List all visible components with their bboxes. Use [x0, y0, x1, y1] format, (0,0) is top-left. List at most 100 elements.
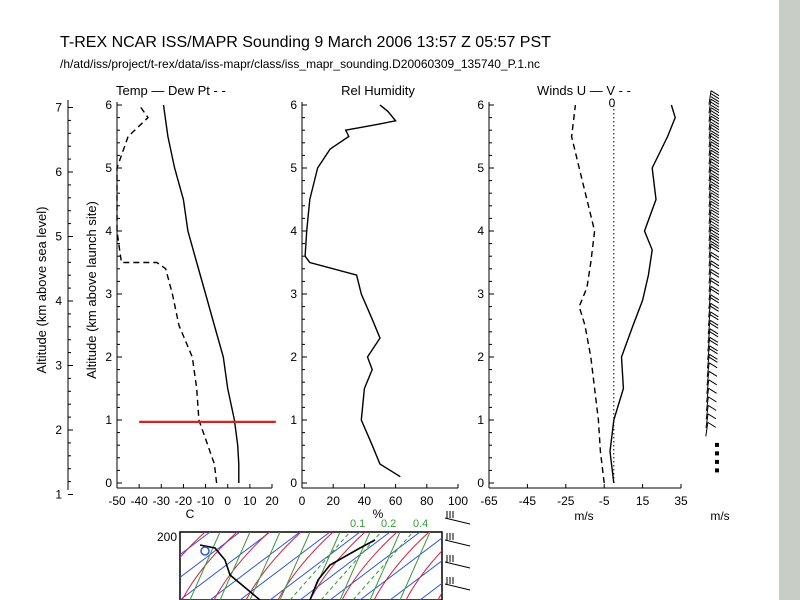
temp-x-tick-label: -50	[108, 494, 126, 508]
barb-flag	[710, 246, 720, 253]
skewt-isotherm	[419, 582, 442, 600]
barb-flag	[710, 268, 720, 275]
temp-x-tick-label: -30	[153, 494, 171, 508]
barb-flag	[710, 237, 720, 244]
barb-flag	[709, 345, 718, 352]
sea-level-tick-label: 6	[55, 165, 62, 179]
barb-flag	[710, 96, 720, 103]
winds-zero-label: 0	[609, 96, 616, 110]
winds-series-u	[609, 104, 676, 484]
barb-flag	[710, 149, 720, 156]
winds-series-v	[570, 104, 605, 484]
barb-flag	[709, 319, 719, 326]
skewt-dry-adiabat	[405, 550, 442, 600]
sea-level-tick-label: 1	[55, 488, 62, 502]
temp-x-unit: C	[186, 507, 195, 521]
barb-flag	[710, 186, 720, 193]
barb-flag	[709, 328, 719, 335]
rh-y-tick-label: 6	[290, 98, 297, 112]
barb-staff	[707, 328, 711, 343]
barb-flag	[710, 305, 719, 312]
rh-x-tick-label: 40	[358, 494, 372, 508]
rh-y-tick-label: 3	[290, 287, 297, 301]
barb-flag	[709, 353, 718, 360]
skewt-pressure-label: 200	[157, 530, 177, 544]
winds-x-tick-label: -45	[519, 494, 537, 508]
barb-staff	[708, 252, 712, 267]
barb-flag	[710, 147, 720, 154]
barbs-unit: m/s	[710, 509, 729, 523]
barb-flag	[710, 189, 720, 196]
barb-flag	[710, 98, 720, 105]
barb-flag	[710, 294, 720, 301]
barb-staff	[707, 320, 711, 335]
skewt-moist-adiabat	[219, 532, 251, 600]
barb-staff	[707, 311, 711, 326]
barb-staff	[706, 354, 710, 369]
rh-y-tick-label: 4	[290, 224, 297, 238]
barb-flag	[710, 234, 720, 241]
barb-flag	[710, 311, 719, 318]
barb-flag	[710, 144, 720, 151]
barb-staff	[708, 218, 712, 233]
sea-level-tick-label: 3	[55, 359, 62, 373]
barb-flag	[710, 251, 720, 258]
barb-staff	[705, 422, 709, 437]
skewt-barb	[444, 561, 471, 569]
barb-staff	[708, 243, 712, 258]
sea-level-tick-label: 4	[55, 294, 62, 308]
rh-y-tick-label: 0	[290, 476, 297, 490]
barb-flag	[710, 302, 719, 309]
barb-staff	[708, 175, 712, 190]
barb-flag	[710, 181, 720, 188]
barb-flag	[710, 175, 720, 182]
barb-flag	[710, 169, 720, 176]
barb-flag	[710, 110, 720, 117]
temp-x-tick-label: 10	[243, 494, 257, 508]
barb-staff	[706, 379, 710, 394]
barb-flag	[710, 141, 720, 148]
barb-flag	[709, 322, 719, 329]
sea-level-tick-label: 2	[55, 423, 62, 437]
calm-barb	[715, 459, 719, 464]
temp-y-tick-label: 4	[105, 224, 112, 238]
barb-flag	[710, 113, 720, 120]
skewt-isotherm	[570, 532, 660, 600]
temp-x-tick-label: 0	[224, 494, 231, 508]
barb-staff	[708, 124, 712, 139]
barb-flag	[710, 130, 720, 137]
barb-flag	[710, 127, 720, 134]
barb-flag	[710, 104, 720, 111]
barb-flag	[708, 379, 718, 386]
chart-title: T-REX NCAR ISS/MAPR Sounding 9 March 200…	[60, 34, 551, 51]
rh-y-tick-label: 2	[290, 350, 297, 364]
barb-flag	[709, 356, 718, 363]
winds-x-tick-label: 35	[674, 494, 688, 508]
temp-y-tick-label: 0	[105, 476, 112, 490]
barb-flag	[710, 166, 720, 173]
skewt-inset: 200 0.1 0.2 0.4	[157, 511, 660, 600]
barb-flag	[710, 107, 720, 114]
winds-x-tick-label: 15	[636, 494, 650, 508]
barb-flag	[710, 226, 720, 233]
barb-staff	[708, 192, 712, 207]
temp-x-tick-label: -10	[197, 494, 215, 508]
barb-flag	[710, 138, 720, 145]
sounding-chart: T-REX NCAR ISS/MAPR Sounding 9 March 200…	[34, 34, 730, 600]
temp-y-tick-label: 6	[105, 98, 112, 112]
barb-staff	[707, 345, 711, 360]
barb-flag	[710, 178, 720, 185]
skewt-dry-adiabat	[180, 532, 206, 559]
barb-flag	[710, 212, 720, 219]
barb-flag	[710, 260, 720, 267]
temp-panel-legend: Temp — Dew Pt - -	[116, 83, 226, 98]
skewt-mixing-label-3: 0.4	[413, 518, 428, 530]
temp-series-dew-pt	[116, 104, 218, 484]
barb-staff	[708, 269, 712, 284]
barb-flag	[710, 254, 720, 261]
skewt-dry-adiabat	[502, 532, 557, 600]
barb-staff	[708, 235, 712, 250]
series-group	[116, 104, 676, 484]
barb-flag	[710, 263, 720, 270]
